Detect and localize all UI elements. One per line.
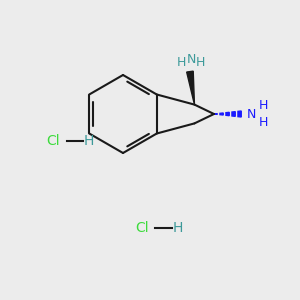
Text: N: N [187, 52, 196, 66]
Text: H: H [173, 221, 184, 235]
Polygon shape [232, 112, 235, 116]
Polygon shape [226, 112, 229, 116]
Text: H: H [84, 134, 94, 148]
Polygon shape [187, 71, 194, 105]
Text: H: H [259, 99, 268, 112]
Text: H: H [196, 56, 205, 69]
Text: N: N [246, 107, 256, 121]
Polygon shape [220, 113, 223, 115]
Text: H: H [177, 56, 186, 69]
Text: Cl: Cl [135, 221, 148, 235]
Text: Cl: Cl [46, 134, 60, 148]
Polygon shape [238, 111, 241, 117]
Text: H: H [259, 116, 268, 129]
